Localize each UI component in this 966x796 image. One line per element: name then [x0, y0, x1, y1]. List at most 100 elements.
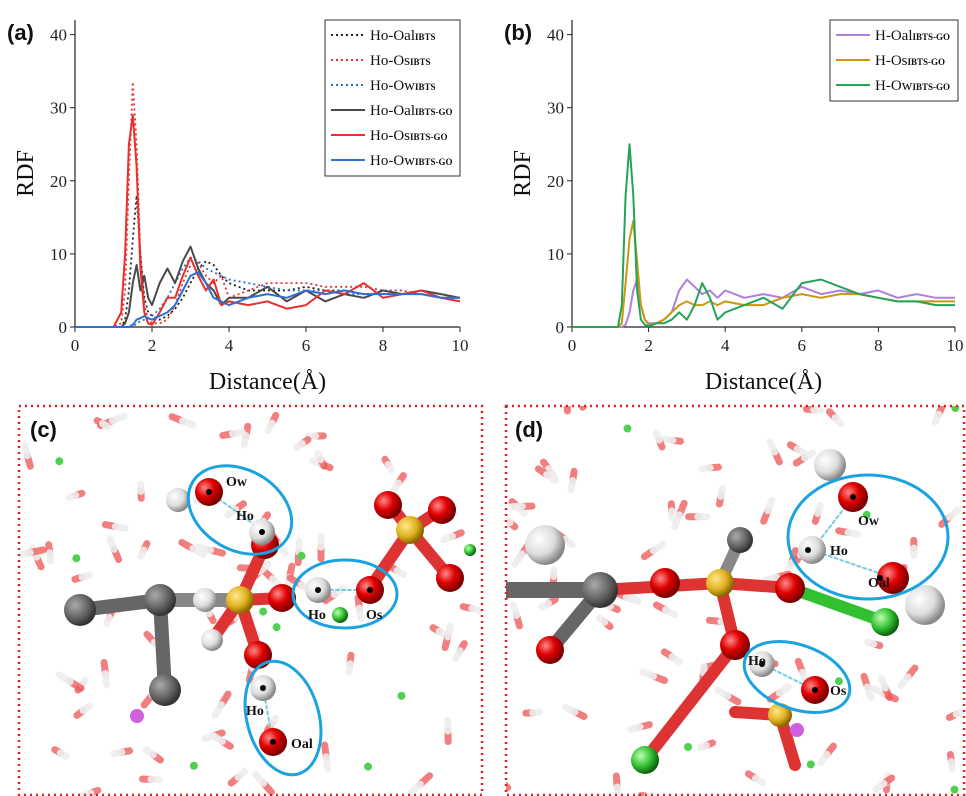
- legend-label: H-OalIBTS-GO: [875, 28, 950, 44]
- y-tick-label: 0: [556, 318, 565, 337]
- water-bond: [649, 541, 666, 555]
- atom-label: Ho: [830, 544, 848, 559]
- water-bond: [322, 753, 332, 773]
- legend-subscript: IBTS-GO: [410, 132, 448, 142]
- water-bond: [393, 567, 407, 578]
- atom-label: Ho: [308, 608, 326, 623]
- water-bond: [240, 432, 250, 449]
- x-tick-label: 4: [225, 336, 234, 355]
- water-bond: [78, 676, 89, 689]
- series-line: [75, 114, 461, 328]
- legend-subscript: IBTS: [415, 82, 436, 92]
- water-bond: [314, 449, 325, 464]
- water-bond: [814, 501, 824, 517]
- legend-label: H-OwIBTS-GO: [875, 78, 950, 94]
- water-bond: [764, 496, 776, 515]
- water-bond: [801, 449, 817, 462]
- legend-name: Ho-Ow: [370, 153, 415, 169]
- x-axis-label: Distance(Å): [209, 369, 326, 395]
- water-bond: [793, 445, 808, 457]
- x-axis-label: Distance(Å): [705, 369, 822, 395]
- x-tick-label: 4: [721, 336, 730, 355]
- legend-subscript: IBTS-GO: [415, 157, 453, 167]
- legend-label: Ho-OsIBTS-GO: [370, 128, 448, 144]
- y-tick-label: 30: [547, 99, 564, 118]
- water-bond: [952, 707, 965, 718]
- ion: [951, 406, 960, 413]
- water-bond: [567, 477, 577, 494]
- legend-name: Ho-Ow: [370, 78, 415, 94]
- water-bond: [717, 485, 726, 500]
- molecule: [64, 478, 476, 756]
- water-bond: [345, 660, 354, 676]
- legend-name: Ho-Os: [370, 53, 410, 69]
- ion: [806, 760, 815, 769]
- water-bond: [652, 430, 663, 444]
- ion: [834, 677, 843, 686]
- atom-label: Ho: [246, 704, 264, 719]
- legend-label: H-OsIBTS-GO: [875, 53, 945, 69]
- water-bond: [20, 441, 31, 460]
- snapshot-c: (c) Ow Ho Ho Os Ho Oal: [17, 404, 484, 796]
- water-bond: [211, 701, 225, 719]
- water-bond: [863, 683, 875, 701]
- x-tick-label: 6: [798, 336, 807, 355]
- panel-label: (b): [504, 20, 532, 45]
- water-background: [506, 406, 965, 796]
- legend-label: Ho-OwIBTS-GO: [370, 153, 453, 169]
- water-bond: [468, 605, 482, 614]
- water-bond: [869, 684, 888, 698]
- x-tick-label: 0: [71, 336, 80, 355]
- water-bond: [506, 592, 510, 600]
- atom-label: Os: [366, 608, 383, 623]
- water-bond: [111, 522, 129, 532]
- series-line: [75, 256, 460, 328]
- legend-name: H-Ow: [875, 78, 913, 94]
- water-bond: [106, 535, 118, 553]
- water-bond: [452, 647, 464, 662]
- snapshot-d: (d) Ow Ho Oal Ho Os: [504, 404, 966, 796]
- panel-label: (c): [30, 417, 57, 442]
- water-bond: [622, 593, 636, 604]
- y-tick-label: 0: [59, 318, 68, 337]
- legend-name: Ho-Oal: [370, 28, 415, 44]
- panel-border: [504, 404, 966, 796]
- ion: [397, 691, 406, 700]
- water-bond: [668, 653, 684, 666]
- water-bond: [293, 440, 306, 451]
- water-bond: [506, 514, 514, 527]
- water-bond: [79, 702, 93, 715]
- water-bond: [864, 638, 878, 648]
- water-bond: [78, 571, 93, 581]
- atom-label: Ho: [236, 509, 254, 524]
- water-bond: [234, 767, 249, 781]
- water-bond: [407, 780, 424, 796]
- water-bond: [661, 435, 677, 444]
- water-bond: [178, 417, 197, 429]
- panel-label: (a): [7, 20, 34, 45]
- x-tick-label: 10: [947, 336, 964, 355]
- highlight-ellipses: [742, 473, 950, 714]
- water-bond: [872, 779, 888, 793]
- water-bond: [355, 604, 365, 623]
- y-axis-label: RDF: [510, 150, 536, 197]
- water-bond: [661, 606, 678, 619]
- water-bond: [511, 550, 526, 568]
- water-bond: [752, 774, 767, 787]
- water-bond: [103, 613, 113, 627]
- water-bond: [538, 599, 553, 611]
- x-tick-label: 8: [874, 336, 883, 355]
- atom-label: Oal: [291, 737, 313, 752]
- water-bond: [545, 465, 558, 479]
- ion: [55, 457, 64, 466]
- water-bond: [195, 543, 215, 554]
- water-bond: [264, 419, 276, 435]
- water-bond: [56, 749, 70, 760]
- legend-subscript: IBTS-GO: [415, 107, 453, 117]
- water-bond: [55, 671, 74, 686]
- water-bond: [561, 535, 576, 549]
- water-bond: [142, 746, 157, 759]
- ion: [862, 510, 871, 519]
- water-bond: [65, 491, 80, 501]
